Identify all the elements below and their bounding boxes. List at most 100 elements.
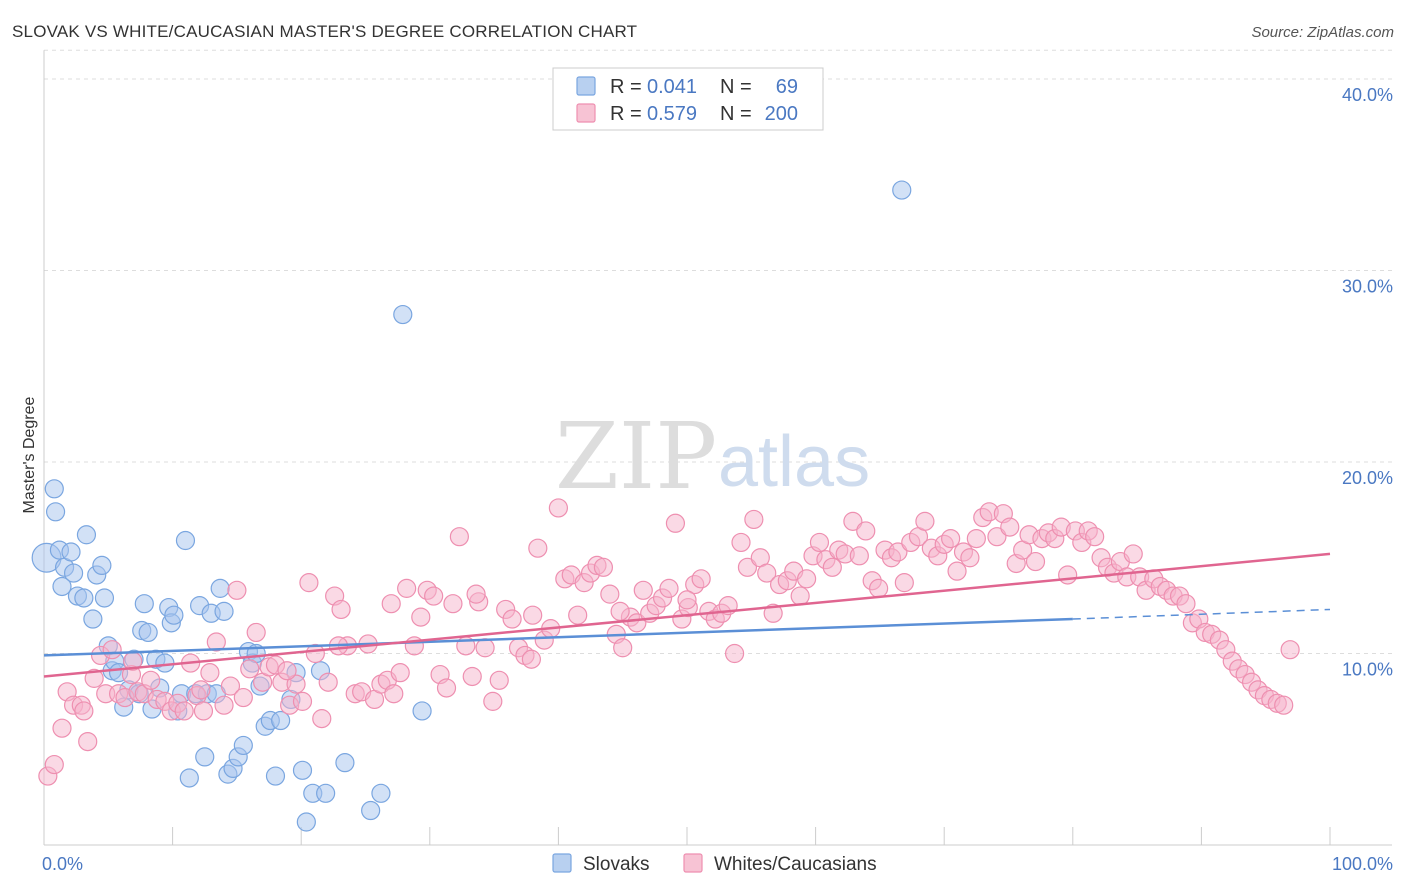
- data-point: [74, 588, 94, 608]
- data-point: [52, 718, 72, 738]
- data-point: [179, 768, 199, 788]
- series-slovaks-points: [31, 180, 912, 832]
- legend-n-value-1: 200: [765, 103, 798, 125]
- x-tick-label-max: 100.0%: [1332, 854, 1393, 874]
- data-point: [94, 588, 115, 608]
- data-point: [613, 638, 633, 658]
- data-point: [393, 304, 413, 325]
- data-point: [193, 701, 214, 721]
- y-axis-title: Master's Degree: [21, 396, 38, 513]
- trend-line-whites: [43, 552, 1331, 678]
- data-point: [502, 609, 522, 629]
- data-point: [220, 676, 241, 696]
- data-point: [411, 607, 431, 627]
- legend-swatch-slovaks: [576, 76, 596, 96]
- data-point: [915, 511, 935, 531]
- data-point: [436, 678, 457, 698]
- bottom-legend: Slovaks Whites/Caucasians: [552, 853, 877, 875]
- data-point: [483, 691, 503, 711]
- data-point: [941, 528, 961, 549]
- data-point: [1000, 517, 1020, 537]
- data-point: [214, 695, 234, 715]
- data-point: [763, 603, 783, 623]
- data-point: [960, 548, 980, 568]
- data-point: [397, 578, 417, 598]
- data-point: [462, 666, 482, 687]
- data-point: [892, 180, 912, 200]
- data-point: [466, 584, 486, 604]
- data-point: [44, 754, 64, 775]
- data-point: [92, 555, 112, 576]
- trend-line-extension-slovaks: [1072, 608, 1331, 620]
- data-point: [246, 622, 266, 643]
- data-point: [757, 563, 777, 583]
- data-point: [1274, 695, 1294, 715]
- data-point: [164, 605, 184, 625]
- data-point: [475, 638, 495, 658]
- data-point: [489, 670, 509, 690]
- data-point: [233, 687, 253, 708]
- watermark-atlas: atlas: [718, 422, 870, 502]
- data-point: [271, 710, 291, 731]
- y-tick-label-10: 10.0%: [1342, 660, 1393, 680]
- legend-r-value-0: 0.041: [647, 76, 697, 98]
- bottom-legend-label-slovaks: Slovaks: [583, 854, 650, 875]
- bottom-legend-swatch-whites: [683, 853, 703, 873]
- data-point: [856, 521, 876, 541]
- data-point: [206, 632, 226, 652]
- data-point: [331, 599, 351, 620]
- data-point: [1280, 640, 1300, 660]
- data-point: [691, 569, 711, 589]
- data-point: [966, 528, 986, 549]
- data-point: [63, 563, 84, 583]
- data-point: [987, 527, 1007, 547]
- legend-r-label-0: R =: [610, 76, 642, 98]
- data-points: [31, 180, 1300, 832]
- data-point: [593, 557, 614, 577]
- legend-r-value-1: 0.579: [647, 103, 697, 125]
- data-point: [843, 511, 863, 531]
- data-point: [45, 502, 66, 522]
- data-point: [78, 731, 98, 752]
- data-point: [240, 659, 260, 679]
- data-point: [443, 594, 463, 614]
- data-point: [809, 532, 830, 553]
- data-point: [102, 640, 122, 660]
- data-point: [528, 538, 548, 558]
- legend-n-label-1: N =: [720, 103, 752, 125]
- trend-line-slovaks: [43, 617, 1073, 657]
- trend-lines: [43, 552, 1331, 678]
- data-point: [744, 509, 764, 530]
- data-point: [296, 812, 316, 832]
- data-point: [74, 701, 94, 721]
- data-point: [175, 530, 196, 551]
- data-point: [361, 800, 381, 821]
- data-point: [633, 580, 653, 600]
- data-point: [390, 663, 410, 683]
- y-tick-label-40: 40.0%: [1342, 85, 1393, 105]
- data-point: [277, 661, 297, 681]
- data-point: [568, 605, 588, 625]
- data-point: [665, 513, 686, 533]
- data-point: [318, 672, 338, 692]
- y-tick-label-30: 30.0%: [1342, 277, 1393, 297]
- data-point: [947, 561, 967, 581]
- y-tick-labels: 10.0% 20.0% 30.0% 40.0%: [1342, 85, 1393, 680]
- data-point: [195, 747, 215, 767]
- legend-r-label-1: R =: [610, 103, 642, 125]
- data-point: [52, 576, 72, 597]
- legend-swatch-whites: [576, 103, 596, 123]
- data-point: [292, 691, 313, 711]
- data-point: [141, 670, 161, 690]
- data-point: [200, 663, 220, 683]
- data-point: [1025, 551, 1046, 572]
- data-point: [677, 590, 697, 610]
- data-point: [849, 546, 869, 566]
- data-point: [61, 542, 81, 562]
- data-point: [737, 557, 758, 577]
- data-point: [265, 766, 286, 786]
- series-whites-points: [38, 498, 1300, 786]
- data-point: [1085, 527, 1105, 547]
- data-point: [869, 578, 889, 598]
